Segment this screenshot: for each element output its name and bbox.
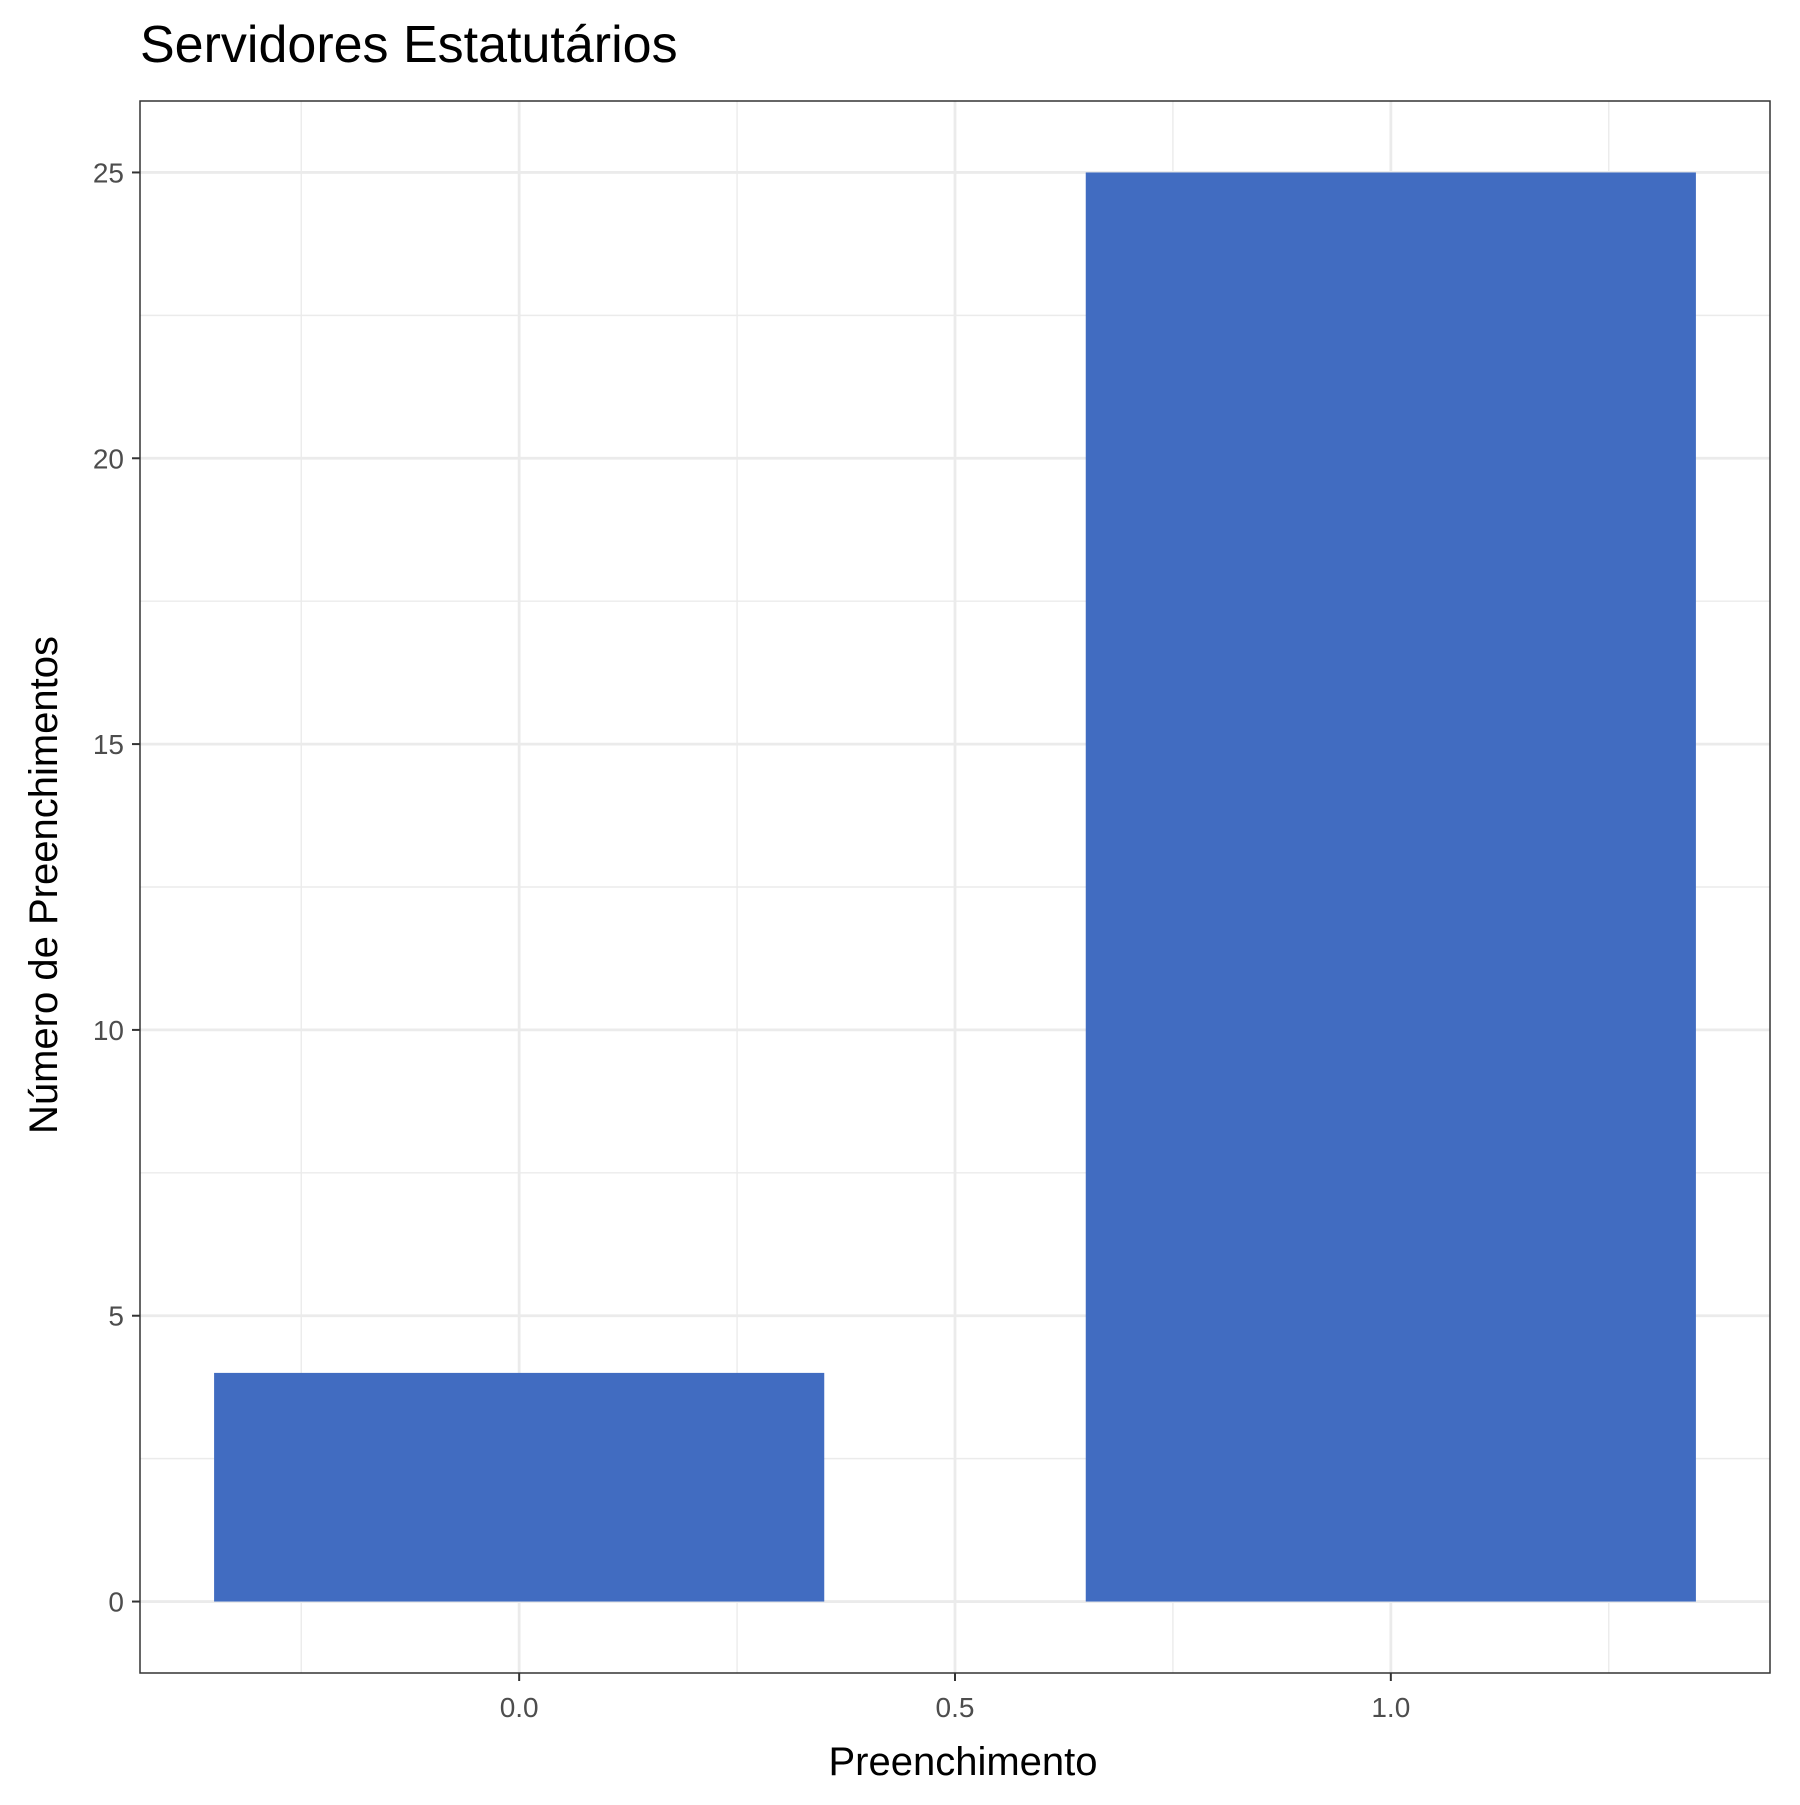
x-tick-label: 1.0 [1371,1692,1410,1723]
x-axis-title: Preenchimento [828,1740,1097,1784]
y-tick-label: 5 [108,1301,124,1332]
x-axis-tick-labels: 0.0 0.5 1.0 [500,1692,1411,1723]
y-tick-label: 20 [93,443,124,474]
bar [1085,172,1696,1602]
bar [214,1372,825,1602]
y-axis-title: Número de Preenchimentos [22,636,66,1134]
bars [214,172,1696,1602]
y-tick-label: 0 [108,1587,124,1618]
y-tick-label: 15 [93,729,124,760]
y-tick-label: 25 [93,157,124,188]
y-tick-label: 10 [93,1015,124,1046]
x-tick-label: 0.0 [500,1692,539,1723]
x-tick-label: 0.5 [936,1692,975,1723]
y-axis-tick-labels: 0 5 10 15 20 25 [93,157,124,1617]
chart-title: Servidores Estatutários [140,16,678,74]
axis-ticks [132,171,1392,1681]
